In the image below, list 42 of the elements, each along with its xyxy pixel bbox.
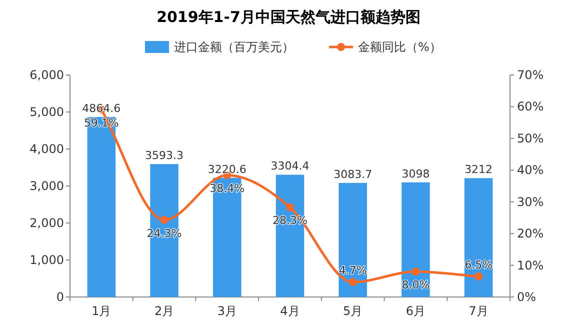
data-label: 3220.6 xyxy=(208,162,246,176)
x-tick-label: 6月 xyxy=(406,304,426,318)
data-label: 3098 xyxy=(402,167,430,180)
y-tick-label: 5,000 xyxy=(30,105,64,119)
legend-label: 金额同比（%） xyxy=(358,40,442,54)
bar xyxy=(402,182,430,297)
point xyxy=(286,203,294,212)
y2-tick-label: 50% xyxy=(517,131,544,146)
x-tick-label: 7月 xyxy=(468,304,488,318)
y2-tick-label: 60% xyxy=(517,100,544,114)
y-tick-label: 3,000 xyxy=(30,179,64,193)
x-tick-label: 4月 xyxy=(280,304,300,318)
data-label: 6.5% xyxy=(464,258,493,272)
point xyxy=(348,278,357,286)
data-label: 3083.7 xyxy=(334,168,372,181)
point xyxy=(474,272,483,280)
y-tick-label: 2,000 xyxy=(30,216,64,230)
data-label: 4.7% xyxy=(338,264,367,278)
x-tick-label: 2月 xyxy=(154,304,174,318)
y2-tick-label: 70% xyxy=(517,68,544,82)
x-tick-label: 5月 xyxy=(343,304,363,318)
y2-tick-label: 40% xyxy=(517,163,544,178)
legend-label: 进口金额（百万美元） xyxy=(174,40,294,54)
y-tick-label: 6,000 xyxy=(30,68,64,82)
chart-title: 2019年1-7月中国天然气进口额趋势图 xyxy=(156,8,420,26)
data-label: 3304.4 xyxy=(270,160,310,173)
y-tick-label: 0 xyxy=(56,290,64,304)
y2-tick-label: 20% xyxy=(517,226,544,241)
y-tick-label: 1,000 xyxy=(30,253,64,267)
data-label: 3212 xyxy=(464,163,493,176)
x-tick-label: 3月 xyxy=(217,304,237,318)
point xyxy=(412,268,420,276)
bar xyxy=(464,178,493,297)
data-label: 3593.3 xyxy=(145,149,184,162)
x-tick-label: 1月 xyxy=(92,304,112,318)
y2-tick-label: 30% xyxy=(517,194,544,209)
data-label: 8.0% xyxy=(402,278,430,292)
point xyxy=(160,216,168,224)
y2-tick-label: 0% xyxy=(517,290,536,304)
y-tick-label: 4,000 xyxy=(30,142,64,156)
bar xyxy=(338,182,367,297)
y2-tick-label: 10% xyxy=(517,258,544,272)
